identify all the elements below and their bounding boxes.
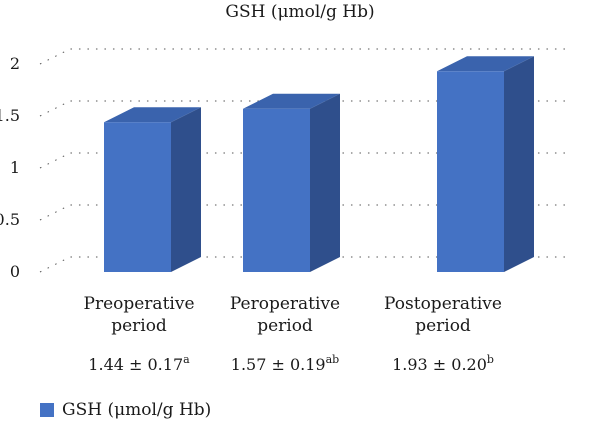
bar-side [171,107,201,273]
y-tick-label: 0.5 [0,210,20,229]
value-label-peroperative: 1.57 ± 0.19ab [230,353,340,374]
y-tick-label: 2 [10,54,20,73]
bar [437,71,504,272]
legend: GSH (μmol/g Hb) [40,400,211,420]
bar [104,122,171,273]
value-label-postoperative: 1.93 ± 0.20b [392,353,494,374]
bar-side [504,56,534,272]
bar-side [310,93,340,272]
value-label-preoperative: 1.44 ± 0.17a [88,353,190,374]
bar-top [104,107,201,123]
legend-label: GSH (μmol/g Hb) [62,400,212,420]
legend-swatch [40,403,54,417]
category-label-preoperative: Preoperative period [83,294,195,336]
y-tick-label: 1.5 [0,106,20,125]
bar-top [243,93,340,109]
y-tick-label: 0 [10,262,20,281]
category-label-peroperative: Peroperative period [229,294,341,336]
category-label-postoperative: Postoperative period [384,294,502,336]
y-tick-label: 1 [10,158,20,177]
bar [243,108,310,272]
bar-top [437,56,534,72]
chart-title: GSH (μmol/g Hb) [225,2,375,22]
